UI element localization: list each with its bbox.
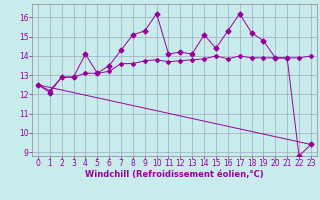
- X-axis label: Windchill (Refroidissement éolien,°C): Windchill (Refroidissement éolien,°C): [85, 170, 264, 179]
